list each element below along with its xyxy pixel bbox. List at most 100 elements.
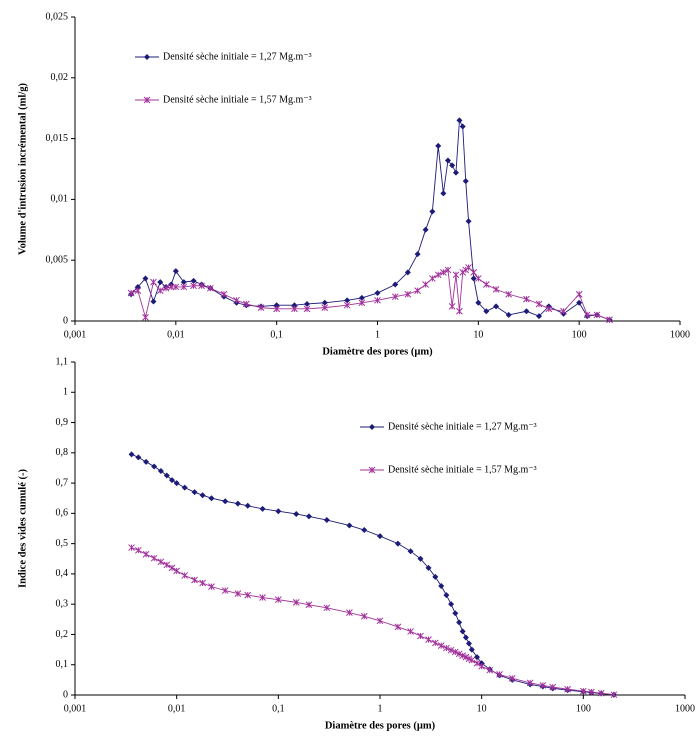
marker <box>468 656 476 664</box>
marker <box>208 583 215 590</box>
marker <box>391 293 399 301</box>
y-tick-label: 0,8 <box>56 447 69 458</box>
marker <box>429 208 436 215</box>
marker <box>444 157 451 164</box>
marker <box>220 290 228 298</box>
legend-label: Densité sèche initiale = 1,27 Mg.m⁻³ <box>163 51 312 62</box>
marker <box>549 683 557 691</box>
marker <box>304 300 311 307</box>
marker <box>440 269 447 276</box>
marker <box>222 498 229 505</box>
marker <box>142 550 150 558</box>
y-axis-label: Volume d'intrusion incrémental (ml/g) <box>17 83 28 255</box>
marker <box>444 266 452 274</box>
marker <box>368 466 376 474</box>
marker <box>180 283 188 291</box>
marker <box>143 458 150 465</box>
x-tick-label: 0,1 <box>272 703 285 714</box>
marker <box>474 275 482 282</box>
marker <box>417 555 424 562</box>
marker <box>452 169 459 176</box>
y-tick-label: 0,4 <box>56 568 69 579</box>
marker <box>576 299 583 306</box>
x-tick-label: 1000 <box>675 703 695 714</box>
marker <box>459 123 466 130</box>
y-axis-label: Indice des vides cumulé (-) <box>17 469 28 589</box>
marker <box>597 689 605 697</box>
marker <box>508 674 516 682</box>
marker <box>323 604 331 612</box>
marker <box>394 623 402 631</box>
marker <box>434 271 442 279</box>
marker <box>452 271 460 279</box>
marker <box>473 659 481 667</box>
marker <box>443 644 450 652</box>
marker <box>134 287 142 294</box>
marker <box>257 304 265 311</box>
marker <box>244 591 252 599</box>
marker <box>523 295 530 303</box>
marker <box>242 300 250 308</box>
marker <box>172 268 179 275</box>
marker <box>478 662 486 670</box>
marker <box>181 572 189 579</box>
marker <box>474 654 481 661</box>
marker <box>360 612 368 620</box>
marker <box>425 636 432 643</box>
marker <box>456 307 463 315</box>
marker <box>369 424 375 430</box>
x-axis-label: Diamètre des pores (µm) <box>322 346 433 357</box>
marker <box>394 540 401 547</box>
x-tick-label: 100 <box>572 329 587 340</box>
marker <box>358 299 366 307</box>
marker <box>305 601 313 609</box>
marker <box>156 287 164 294</box>
marker <box>610 691 618 699</box>
marker <box>361 527 368 534</box>
marker <box>447 646 455 654</box>
marker <box>344 297 351 304</box>
marker <box>560 307 567 315</box>
x-tick-label: 100 <box>576 703 591 714</box>
marker <box>275 508 282 515</box>
marker <box>234 500 241 507</box>
marker <box>259 594 266 601</box>
x-tick-label: 0,001 <box>64 329 87 340</box>
marker <box>483 308 490 315</box>
marker <box>404 290 412 298</box>
marker <box>470 269 478 276</box>
x-tick-label: 10 <box>473 329 483 340</box>
y-tick-label: 0,2 <box>56 629 69 640</box>
marker <box>456 619 463 626</box>
marker <box>564 685 571 693</box>
marker <box>168 564 176 572</box>
marker <box>376 617 384 625</box>
marker <box>144 54 150 60</box>
marker <box>432 573 439 580</box>
marker <box>321 299 328 306</box>
marker <box>440 190 447 197</box>
marker <box>539 681 547 689</box>
marker <box>191 576 198 584</box>
marker <box>462 178 469 185</box>
marker <box>431 639 439 647</box>
y-tick-label: 0 <box>63 315 68 326</box>
x-axis-label: Diamètre des pores (µm) <box>325 720 436 731</box>
marker <box>321 304 329 311</box>
y-tick-label: 1,1 <box>56 356 69 367</box>
marker <box>157 279 164 286</box>
marker <box>374 290 381 297</box>
y-tick-label: 0 <box>63 689 68 700</box>
marker <box>208 495 215 502</box>
marker <box>392 281 399 288</box>
marker <box>150 278 157 286</box>
marker <box>462 634 469 641</box>
marker <box>180 279 187 286</box>
marker <box>358 294 365 301</box>
marker <box>162 284 170 292</box>
marker <box>169 477 176 484</box>
marker <box>346 522 353 529</box>
marker <box>523 308 530 315</box>
y-tick-label: 0,9 <box>56 417 69 428</box>
marker <box>535 300 543 308</box>
